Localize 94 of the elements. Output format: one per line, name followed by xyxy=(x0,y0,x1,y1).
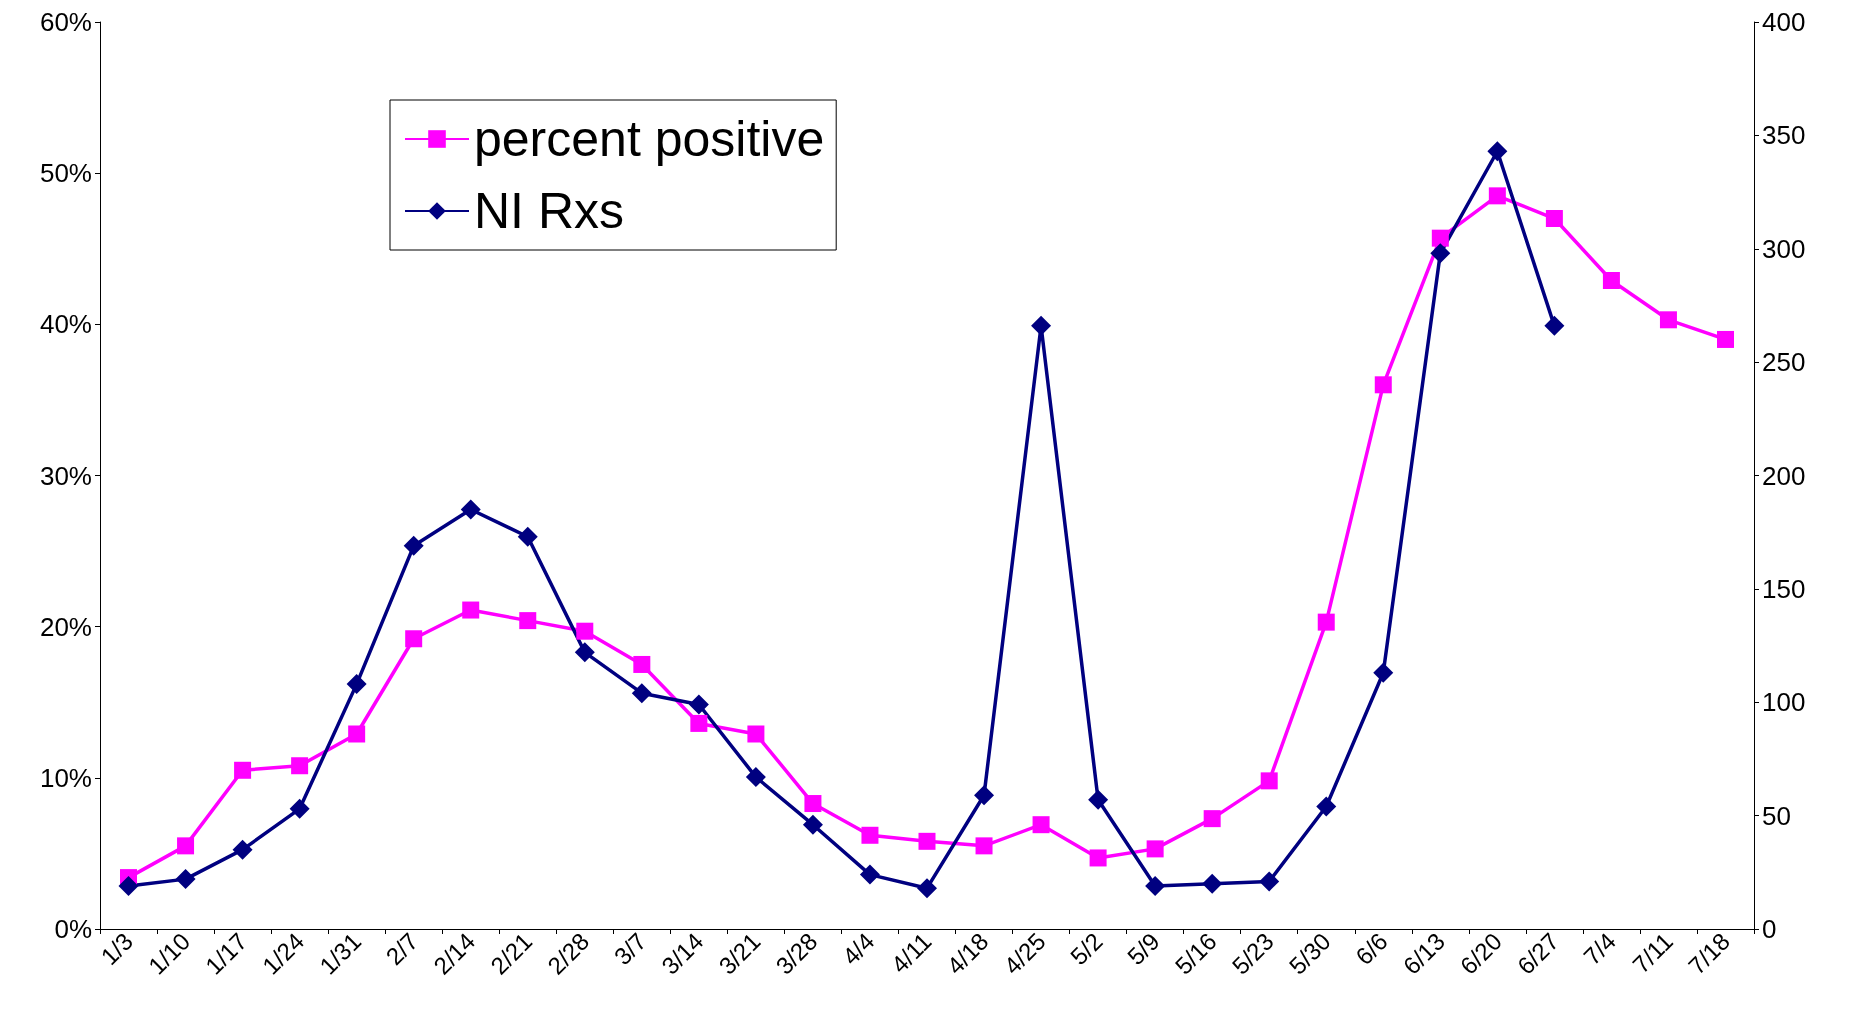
point xyxy=(1373,662,1394,683)
point xyxy=(232,839,253,860)
point xyxy=(1202,873,1223,894)
y2-tick-label: 0 xyxy=(1762,914,1777,944)
y2-tick-label: 400 xyxy=(1762,7,1806,37)
point xyxy=(348,725,366,743)
point xyxy=(1545,210,1563,228)
point xyxy=(1431,229,1449,247)
point xyxy=(118,875,139,896)
point xyxy=(1487,141,1508,162)
point xyxy=(1716,330,1734,348)
x-tick-label: 2/21 xyxy=(485,927,538,980)
point xyxy=(1031,315,1052,336)
point xyxy=(1203,810,1221,828)
point xyxy=(177,837,195,855)
point xyxy=(804,795,822,813)
y2-tick-label: 50 xyxy=(1762,800,1791,831)
point xyxy=(403,535,424,556)
y-tick-label: 30% xyxy=(39,460,92,491)
point xyxy=(346,674,367,695)
x-tick-label: 4/18 xyxy=(941,927,994,980)
x-tick-label: 5/16 xyxy=(1169,927,1222,980)
legend-label: NI Rxs xyxy=(474,183,624,239)
point xyxy=(234,761,252,779)
x-tick-label: 6/6 xyxy=(1350,927,1393,971)
x-tick-label: 5/9 xyxy=(1122,927,1165,971)
point xyxy=(1146,840,1164,858)
point xyxy=(576,622,594,640)
point xyxy=(690,714,708,732)
x-tick-label: 3/7 xyxy=(608,927,652,971)
x-tick-label: 7/18 xyxy=(1682,927,1736,980)
point xyxy=(1145,875,1166,896)
y2-tick-label: 100 xyxy=(1762,687,1806,718)
x-tick-label: 1/3 xyxy=(95,927,139,971)
point xyxy=(1259,871,1280,892)
x-tick-label: 5/23 xyxy=(1226,927,1279,980)
point xyxy=(974,785,995,806)
x-tick-label: 4/25 xyxy=(998,927,1051,980)
point xyxy=(1488,187,1506,205)
y-tick-label: 50% xyxy=(39,158,92,189)
y2-tick-label: 250 xyxy=(1762,347,1806,378)
point xyxy=(289,798,310,819)
point xyxy=(1602,271,1620,289)
x-tick-label: 7/4 xyxy=(1578,927,1621,971)
point xyxy=(574,642,595,663)
point xyxy=(1544,315,1565,336)
point xyxy=(1317,613,1335,631)
point xyxy=(405,630,423,648)
x-tick-label: 1/31 xyxy=(314,927,367,980)
x-tick-label: 7/11 xyxy=(1627,927,1678,979)
x-tick-label: 3/28 xyxy=(770,927,823,980)
point xyxy=(975,837,993,855)
point xyxy=(859,864,880,885)
y-tick-label: 40% xyxy=(39,309,92,340)
point xyxy=(1659,311,1677,329)
point xyxy=(517,526,538,547)
point xyxy=(745,767,766,788)
y-tick-label: 0% xyxy=(54,914,92,944)
point xyxy=(462,601,480,619)
point xyxy=(1089,849,1107,867)
point xyxy=(633,655,651,673)
y-tick-label: 20% xyxy=(39,611,92,642)
point xyxy=(747,725,765,743)
y2-tick-label: 300 xyxy=(1762,233,1806,264)
point xyxy=(688,694,709,715)
point xyxy=(291,757,309,775)
x-tick-label: 6/20 xyxy=(1454,927,1507,980)
point xyxy=(802,814,823,835)
legend-label: percent positive xyxy=(474,111,825,167)
point xyxy=(1260,772,1278,790)
y2-tick-label: 150 xyxy=(1762,573,1806,604)
x-tick-label: 6/13 xyxy=(1397,927,1450,980)
x-tick-label: 2/7 xyxy=(380,927,424,971)
x-tick-label: 4/4 xyxy=(836,927,880,971)
point xyxy=(460,499,481,520)
point xyxy=(861,826,879,844)
point xyxy=(1088,789,1109,810)
y2-tick-label: 200 xyxy=(1762,460,1806,491)
x-tick-label: 4/11 xyxy=(885,927,937,979)
point xyxy=(918,832,936,850)
point xyxy=(1374,376,1392,394)
x-tick-label: 5/2 xyxy=(1064,927,1108,971)
point xyxy=(917,878,937,899)
point xyxy=(631,683,652,704)
point xyxy=(175,869,196,890)
y-tick-label: 60% xyxy=(39,7,92,37)
point xyxy=(1032,816,1050,834)
y-tick-label: 10% xyxy=(39,762,92,793)
y2-tick-label: 350 xyxy=(1762,120,1806,151)
point xyxy=(519,612,537,630)
x-tick-label: 5/30 xyxy=(1283,927,1336,980)
point xyxy=(1316,796,1337,817)
point xyxy=(1430,243,1451,264)
x-tick-label: 3/21 xyxy=(713,927,766,980)
